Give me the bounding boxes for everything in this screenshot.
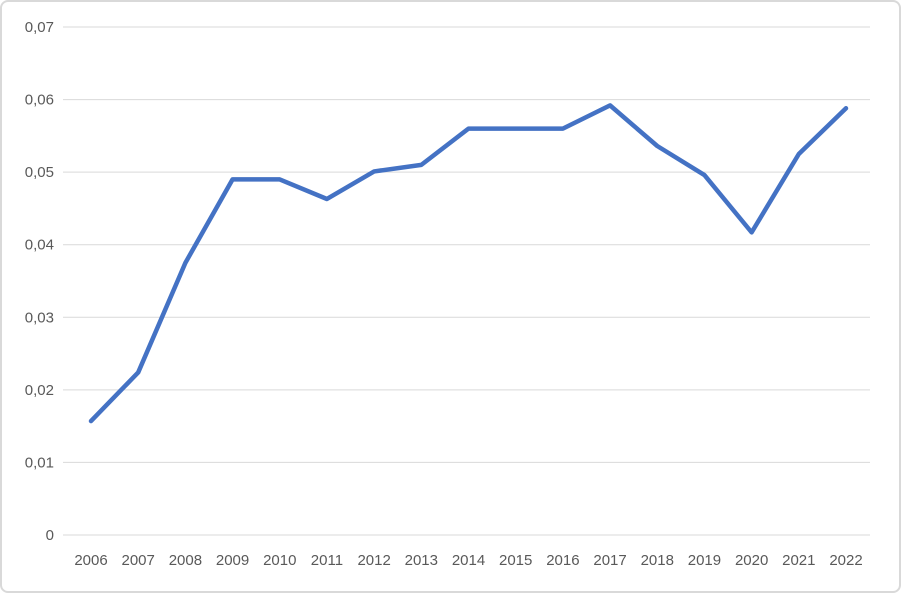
y-tick-label: 0,06 <box>25 92 54 109</box>
y-tick-label: 0 <box>46 527 54 544</box>
x-tick-label: 2017 <box>593 552 626 569</box>
x-tick-label: 2021 <box>782 552 815 569</box>
x-tick-label: 2009 <box>216 552 249 569</box>
x-tick-label: 2015 <box>499 552 532 569</box>
x-tick-label: 2018 <box>641 552 674 569</box>
x-tick-label: 2006 <box>74 552 107 569</box>
x-tick-label: 2013 <box>405 552 438 569</box>
y-tick-label: 0,04 <box>25 237 54 254</box>
x-tick-label: 2012 <box>357 552 390 569</box>
x-tick-label: 2011 <box>311 552 343 569</box>
y-tick-label: 0,03 <box>25 309 54 326</box>
x-tick-label: 2019 <box>688 552 721 569</box>
y-tick-label: 0,02 <box>25 382 54 399</box>
x-tick-label: 2020 <box>735 552 768 569</box>
x-tick-label: 2010 <box>263 552 296 569</box>
x-tick-label: 2014 <box>452 552 485 569</box>
x-tick-label: 2008 <box>169 552 202 569</box>
trend-line <box>88 103 849 424</box>
y-tick-label: 0,07 <box>25 19 54 36</box>
y-tick-label: 0,01 <box>25 454 54 471</box>
x-tick-label: 2007 <box>122 552 155 569</box>
y-tick-label: 0,05 <box>25 164 54 181</box>
x-tick-label: 2016 <box>546 552 579 569</box>
x-tick-label: 2022 <box>829 552 862 569</box>
